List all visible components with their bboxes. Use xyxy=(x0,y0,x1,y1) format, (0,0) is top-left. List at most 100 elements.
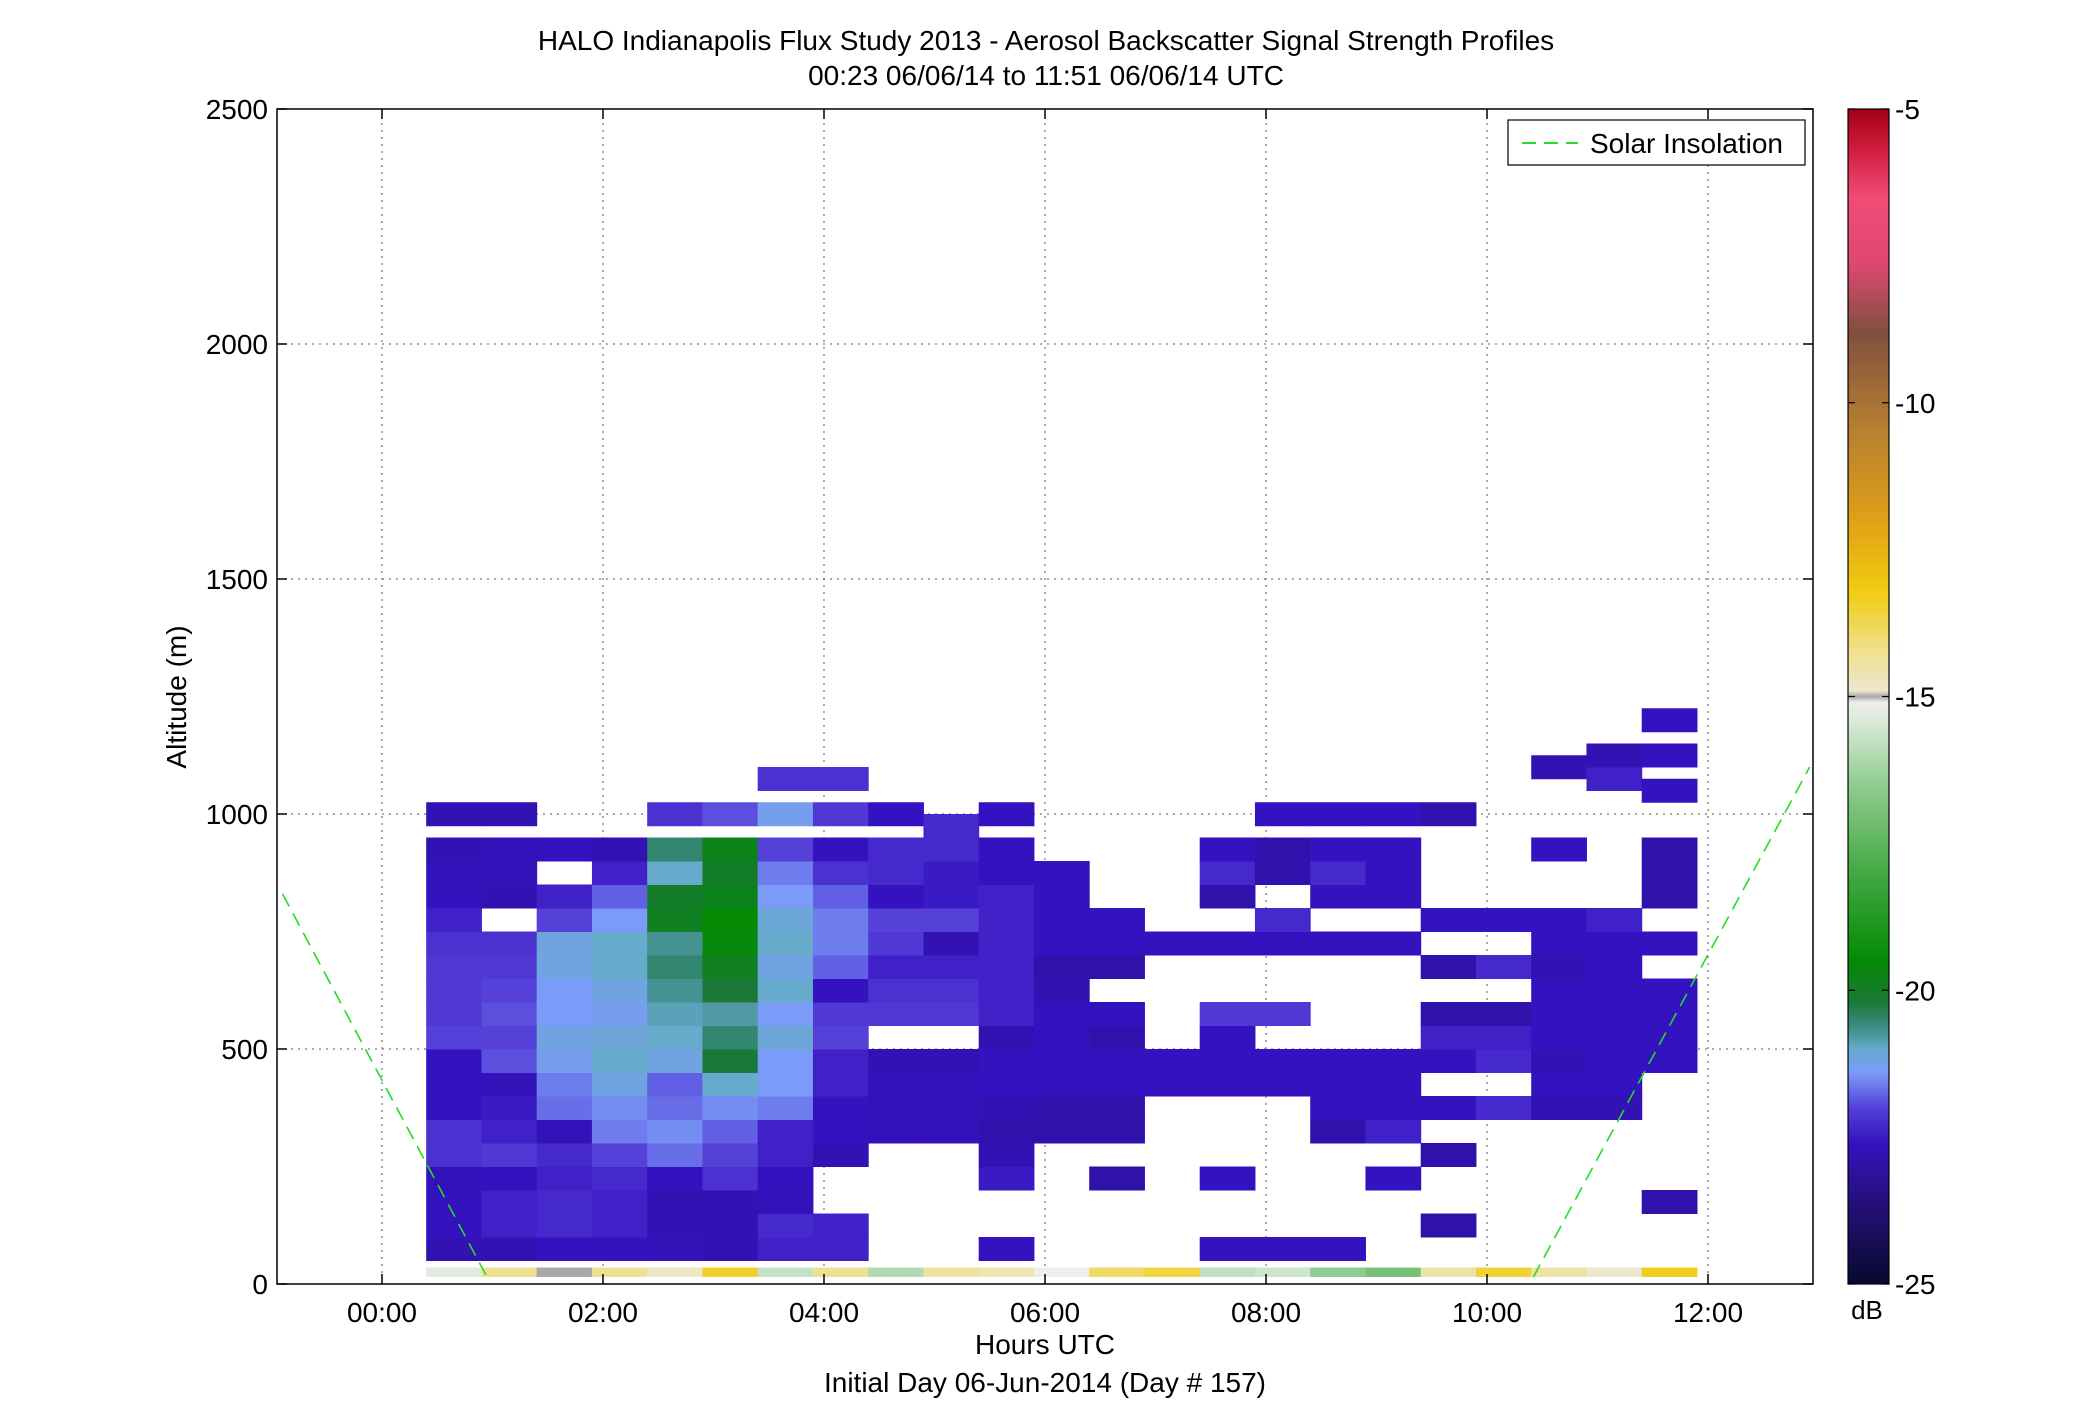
heatmap-cell xyxy=(1531,978,1587,1003)
heatmap-cell xyxy=(1586,1096,1643,1120)
heatmap-cell xyxy=(978,1143,1035,1167)
heatmap-cell xyxy=(1641,1190,1698,1214)
heatmap-cell xyxy=(1531,955,1587,979)
heatmap-cell xyxy=(426,802,482,827)
heatmap-cell xyxy=(1365,1119,1422,1144)
heatmap-cell xyxy=(1254,931,1311,956)
heatmap-cell xyxy=(426,1002,482,1026)
heatmap-cell xyxy=(536,1237,593,1261)
heatmap-cell xyxy=(1254,837,1311,862)
heatmap-cell xyxy=(868,1119,924,1144)
heatmap-cell xyxy=(1089,1096,1145,1120)
heatmap-cell xyxy=(647,1025,703,1050)
colorbar-tick-label: -10 xyxy=(1895,388,1935,419)
heatmap-cell xyxy=(1531,1096,1587,1120)
heatmap-cell xyxy=(481,1025,538,1050)
heatmap-cell xyxy=(923,955,980,979)
heatmap-cell xyxy=(1033,955,1090,979)
heatmap-cell xyxy=(1531,1049,1587,1073)
heatmap-cell xyxy=(702,955,759,979)
heatmap-cell xyxy=(1641,743,1698,768)
heatmap-cell xyxy=(1089,1166,1145,1191)
heatmap-cell xyxy=(481,1213,538,1238)
heatmap-cell xyxy=(426,861,482,885)
heatmap-cell xyxy=(1033,1096,1090,1120)
heatmap-cell xyxy=(1310,931,1366,956)
heatmap-cell xyxy=(812,1096,869,1120)
heatmap-cell xyxy=(812,931,869,956)
heatmap-cell xyxy=(702,1096,759,1120)
heatmap-cell xyxy=(702,1166,759,1191)
heatmap-cell xyxy=(426,1072,482,1097)
heatmap-cell xyxy=(647,978,703,1003)
colorbar-tick-label: -5 xyxy=(1895,94,1920,125)
heatmap-cell xyxy=(1033,931,1090,956)
heatmap-cell xyxy=(481,1237,538,1261)
heatmap-cell xyxy=(536,1002,593,1026)
heatmap-cell xyxy=(647,1072,703,1097)
heatmap-cell xyxy=(1144,1049,1201,1073)
heatmap-cell xyxy=(591,884,648,909)
heatmap-cell xyxy=(481,1143,538,1167)
heatmap-cell xyxy=(812,802,869,827)
y-axis-label: Altitude (m) xyxy=(161,625,192,768)
x-axis-label-2: Initial Day 06-Jun-2014 (Day # 157) xyxy=(824,1367,1266,1398)
heatmap-cell xyxy=(757,1237,814,1261)
heatmap-cell xyxy=(1641,708,1698,733)
heatmap-cell xyxy=(591,1025,648,1050)
heatmap-cell xyxy=(757,767,814,791)
heatmap-cell xyxy=(1254,1072,1311,1097)
heatmap-cell xyxy=(702,978,759,1003)
heatmap-cell xyxy=(757,861,814,885)
heatmap-cell xyxy=(1641,837,1698,862)
solar-insolation-segment xyxy=(281,893,488,1278)
heatmap-cell xyxy=(536,955,593,979)
heatmap-cell xyxy=(426,1025,482,1050)
heatmap-cell xyxy=(1310,837,1366,862)
heatmap-cell xyxy=(702,1143,759,1167)
heatmap-cell xyxy=(647,1237,703,1261)
heatmap-cell xyxy=(812,1049,869,1073)
heatmap-cell xyxy=(757,1025,814,1050)
heatmap-cell xyxy=(426,1190,482,1214)
heatmap-cell xyxy=(1641,778,1698,803)
heatmap-cell xyxy=(426,931,482,956)
heatmap-cell xyxy=(591,978,648,1003)
heatmap-cell xyxy=(812,1119,869,1144)
heatmap-cell xyxy=(481,931,538,956)
heatmap-cell xyxy=(647,955,703,979)
surface-cell xyxy=(1310,1267,1366,1277)
heatmap-cell xyxy=(1365,1049,1422,1073)
heatmap-cell xyxy=(426,837,482,862)
heatmap-cell xyxy=(591,931,648,956)
surface-cell xyxy=(1420,1267,1477,1277)
surface-cell xyxy=(812,1267,869,1277)
heatmap-cell xyxy=(702,837,759,862)
heatmap-cell xyxy=(702,861,759,885)
heatmap-cell xyxy=(536,1096,593,1120)
heatmap-cell xyxy=(481,1166,538,1191)
y-tick-label: 2500 xyxy=(206,94,268,125)
heatmap-cell xyxy=(702,1025,759,1050)
heatmap-cell xyxy=(868,931,924,956)
heatmap-cell xyxy=(702,1049,759,1073)
heatmap-cell xyxy=(757,1166,814,1191)
heatmap-cell xyxy=(757,802,814,827)
heatmap-cell xyxy=(647,1119,703,1144)
heatmap-cell xyxy=(1144,1072,1201,1097)
heatmap-cell xyxy=(647,884,703,909)
heatmap-cell xyxy=(868,802,924,827)
surface-cell xyxy=(1531,1267,1587,1277)
heatmap-cell xyxy=(702,802,759,827)
heatmap-cell xyxy=(812,908,869,932)
heatmap-cell xyxy=(757,1002,814,1026)
heatmap-cell xyxy=(591,1237,648,1261)
heatmap-cell xyxy=(647,837,703,862)
heatmap-cell xyxy=(1033,861,1090,885)
heatmap-cell xyxy=(481,802,538,827)
heatmap-cell xyxy=(426,908,482,932)
colorbar-tick-label: -25 xyxy=(1895,1269,1935,1300)
heatmap-cell xyxy=(1420,1096,1477,1120)
heatmap-cell xyxy=(1199,1072,1256,1097)
